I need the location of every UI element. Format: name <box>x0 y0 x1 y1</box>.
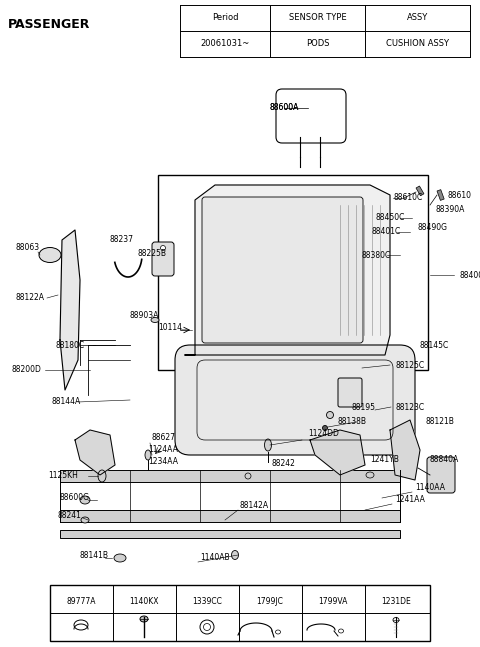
Ellipse shape <box>231 551 239 560</box>
Text: 88600G: 88600G <box>60 492 90 501</box>
Text: 1799VA: 1799VA <box>318 597 348 606</box>
Text: 1339CC: 1339CC <box>192 597 222 606</box>
Polygon shape <box>185 185 390 355</box>
Text: 88237: 88237 <box>110 236 134 245</box>
Text: 88200D: 88200D <box>12 366 42 375</box>
FancyBboxPatch shape <box>152 242 174 276</box>
Text: ASSY: ASSY <box>407 14 428 23</box>
Text: 88195: 88195 <box>352 402 376 411</box>
Polygon shape <box>310 430 365 475</box>
Bar <box>158 175 428 370</box>
Text: 88400F: 88400F <box>460 270 480 280</box>
Text: 88125C: 88125C <box>395 360 424 369</box>
Text: 88122A: 88122A <box>15 294 44 303</box>
Ellipse shape <box>323 426 327 430</box>
Text: 1241AA: 1241AA <box>395 496 425 505</box>
Text: 88610: 88610 <box>448 192 472 201</box>
Text: 1124AA: 1124AA <box>148 446 178 454</box>
Text: 1140KX: 1140KX <box>129 597 159 606</box>
Text: 88390A: 88390A <box>435 206 464 215</box>
Ellipse shape <box>145 450 151 460</box>
Text: 88600A: 88600A <box>270 104 300 113</box>
Text: 88123C: 88123C <box>395 402 424 411</box>
Ellipse shape <box>264 439 272 451</box>
Ellipse shape <box>114 554 126 562</box>
Text: Period: Period <box>212 14 238 23</box>
Ellipse shape <box>140 616 148 622</box>
FancyBboxPatch shape <box>427 457 455 493</box>
Text: SENSOR TYPE: SENSOR TYPE <box>288 14 346 23</box>
Text: 88121B: 88121B <box>425 417 454 426</box>
Text: 88144A: 88144A <box>52 397 81 406</box>
Ellipse shape <box>200 620 214 634</box>
Text: 88180C: 88180C <box>55 340 84 349</box>
Ellipse shape <box>151 318 159 322</box>
Bar <box>50 585 430 641</box>
Text: 88600A: 88600A <box>270 104 300 113</box>
Polygon shape <box>75 430 115 475</box>
Bar <box>60 530 400 538</box>
Text: 1140AA: 1140AA <box>415 483 445 492</box>
Text: 88903A: 88903A <box>130 311 159 320</box>
Bar <box>60 510 400 522</box>
Ellipse shape <box>160 245 166 250</box>
Text: 88840A: 88840A <box>430 455 459 465</box>
Text: 88241: 88241 <box>58 510 82 520</box>
Text: 1241YB: 1241YB <box>370 455 399 465</box>
Text: 1234AA: 1234AA <box>148 457 178 466</box>
Text: 88627: 88627 <box>152 433 176 443</box>
Text: PASSENGER: PASSENGER <box>8 18 90 31</box>
Ellipse shape <box>245 473 251 479</box>
Ellipse shape <box>204 624 211 630</box>
Text: 88063: 88063 <box>15 243 39 252</box>
Ellipse shape <box>81 517 89 523</box>
Polygon shape <box>390 420 420 480</box>
Bar <box>416 186 424 196</box>
Text: 88142A: 88142A <box>240 501 269 509</box>
Text: 20061031~: 20061031~ <box>200 39 250 49</box>
Text: 1125KH: 1125KH <box>48 472 78 481</box>
Text: 88225B: 88225B <box>138 248 167 258</box>
Ellipse shape <box>366 472 374 478</box>
Ellipse shape <box>326 411 334 419</box>
FancyBboxPatch shape <box>202 197 363 343</box>
Text: 1124DD: 1124DD <box>308 428 339 437</box>
Text: PODS: PODS <box>306 39 329 49</box>
Ellipse shape <box>393 617 399 622</box>
FancyBboxPatch shape <box>276 89 346 143</box>
Ellipse shape <box>80 496 90 504</box>
Text: 88242: 88242 <box>272 459 296 468</box>
Text: 88380C: 88380C <box>362 250 391 259</box>
Ellipse shape <box>74 620 88 630</box>
Text: 88141B: 88141B <box>80 551 109 560</box>
Ellipse shape <box>39 248 61 263</box>
Text: 10114: 10114 <box>158 324 182 333</box>
Text: 89777A: 89777A <box>66 597 96 606</box>
Text: 88490G: 88490G <box>418 223 448 232</box>
Bar <box>437 190 444 201</box>
FancyBboxPatch shape <box>338 378 362 407</box>
Text: 88450C: 88450C <box>375 214 404 223</box>
Text: 1231DE: 1231DE <box>381 597 411 606</box>
Bar <box>60 470 400 482</box>
FancyBboxPatch shape <box>175 345 415 455</box>
Text: 1140AB: 1140AB <box>200 553 229 562</box>
Text: CUSHION ASSY: CUSHION ASSY <box>386 39 449 49</box>
Polygon shape <box>60 230 80 390</box>
Text: 88610C: 88610C <box>393 193 422 203</box>
Text: 1799JC: 1799JC <box>257 597 283 606</box>
Text: 88138B: 88138B <box>338 417 367 426</box>
Ellipse shape <box>98 470 106 482</box>
Text: 88145C: 88145C <box>420 340 449 349</box>
Text: 88401C: 88401C <box>372 228 401 237</box>
